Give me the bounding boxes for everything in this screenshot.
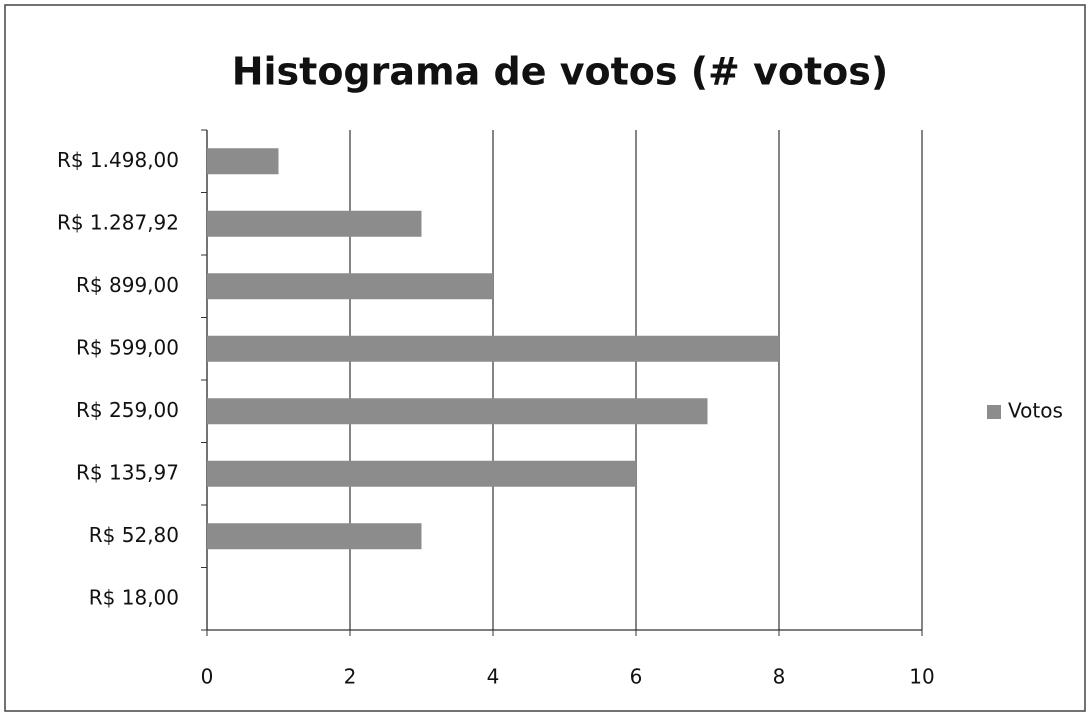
bar: [207, 210, 422, 237]
bar: [207, 335, 779, 362]
x-tick-label: 6: [630, 665, 643, 689]
x-tick-label: 4: [487, 665, 500, 689]
y-tick-label: R$ 599,00: [76, 335, 179, 359]
y-tick-label: R$ 52,80: [89, 523, 179, 547]
bar: [207, 273, 493, 300]
y-tick-label: R$ 18,00: [89, 585, 179, 609]
y-tick-label: R$ 1.287,92: [57, 210, 179, 234]
chart-title: Histograma de votos (# votos): [232, 50, 889, 94]
bar: [207, 460, 636, 487]
y-tick-label: R$ 899,00: [76, 273, 179, 297]
y-tick-label: R$ 1.498,00: [57, 148, 179, 172]
y-tick-label: R$ 259,00: [76, 398, 179, 422]
bar: [207, 148, 279, 175]
bar: [207, 523, 422, 550]
y-tick-label: R$ 135,97: [76, 460, 179, 484]
legend-swatch: [987, 405, 1001, 419]
bar: [207, 398, 708, 425]
x-tick-label: 0: [201, 665, 214, 689]
x-tick-label: 10: [909, 665, 934, 689]
legend-label: Votos: [1008, 399, 1063, 423]
x-tick-label: 8: [773, 665, 786, 689]
x-tick-label: 2: [344, 665, 357, 689]
